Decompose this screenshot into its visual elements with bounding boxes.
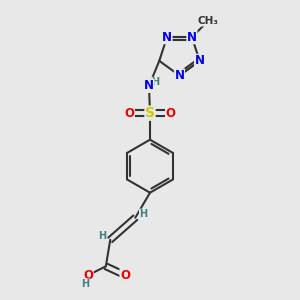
Text: S: S	[145, 106, 155, 120]
Text: N: N	[195, 54, 205, 68]
Text: H: H	[81, 279, 89, 289]
Text: O: O	[120, 268, 130, 282]
Text: N: N	[144, 80, 154, 92]
Text: H: H	[98, 231, 106, 241]
Text: N: N	[174, 69, 184, 82]
Text: H: H	[140, 209, 148, 219]
Text: O: O	[124, 107, 134, 120]
Text: N: N	[187, 31, 197, 44]
Text: CH₃: CH₃	[198, 16, 219, 26]
Text: H: H	[152, 77, 160, 87]
Text: N: N	[162, 31, 172, 44]
Text: O: O	[83, 268, 93, 282]
Text: O: O	[166, 107, 176, 120]
